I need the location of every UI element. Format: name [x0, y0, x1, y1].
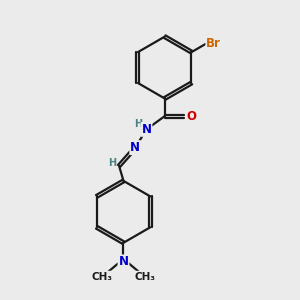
Text: N: N	[118, 255, 128, 268]
Text: H: H	[108, 158, 116, 168]
Text: H: H	[134, 119, 142, 129]
Text: CH₃: CH₃	[91, 272, 112, 282]
Text: N: N	[142, 123, 152, 136]
Text: CH₃: CH₃	[135, 272, 156, 282]
Text: N: N	[130, 141, 140, 154]
Text: O: O	[186, 110, 196, 123]
Text: Br: Br	[206, 37, 221, 50]
